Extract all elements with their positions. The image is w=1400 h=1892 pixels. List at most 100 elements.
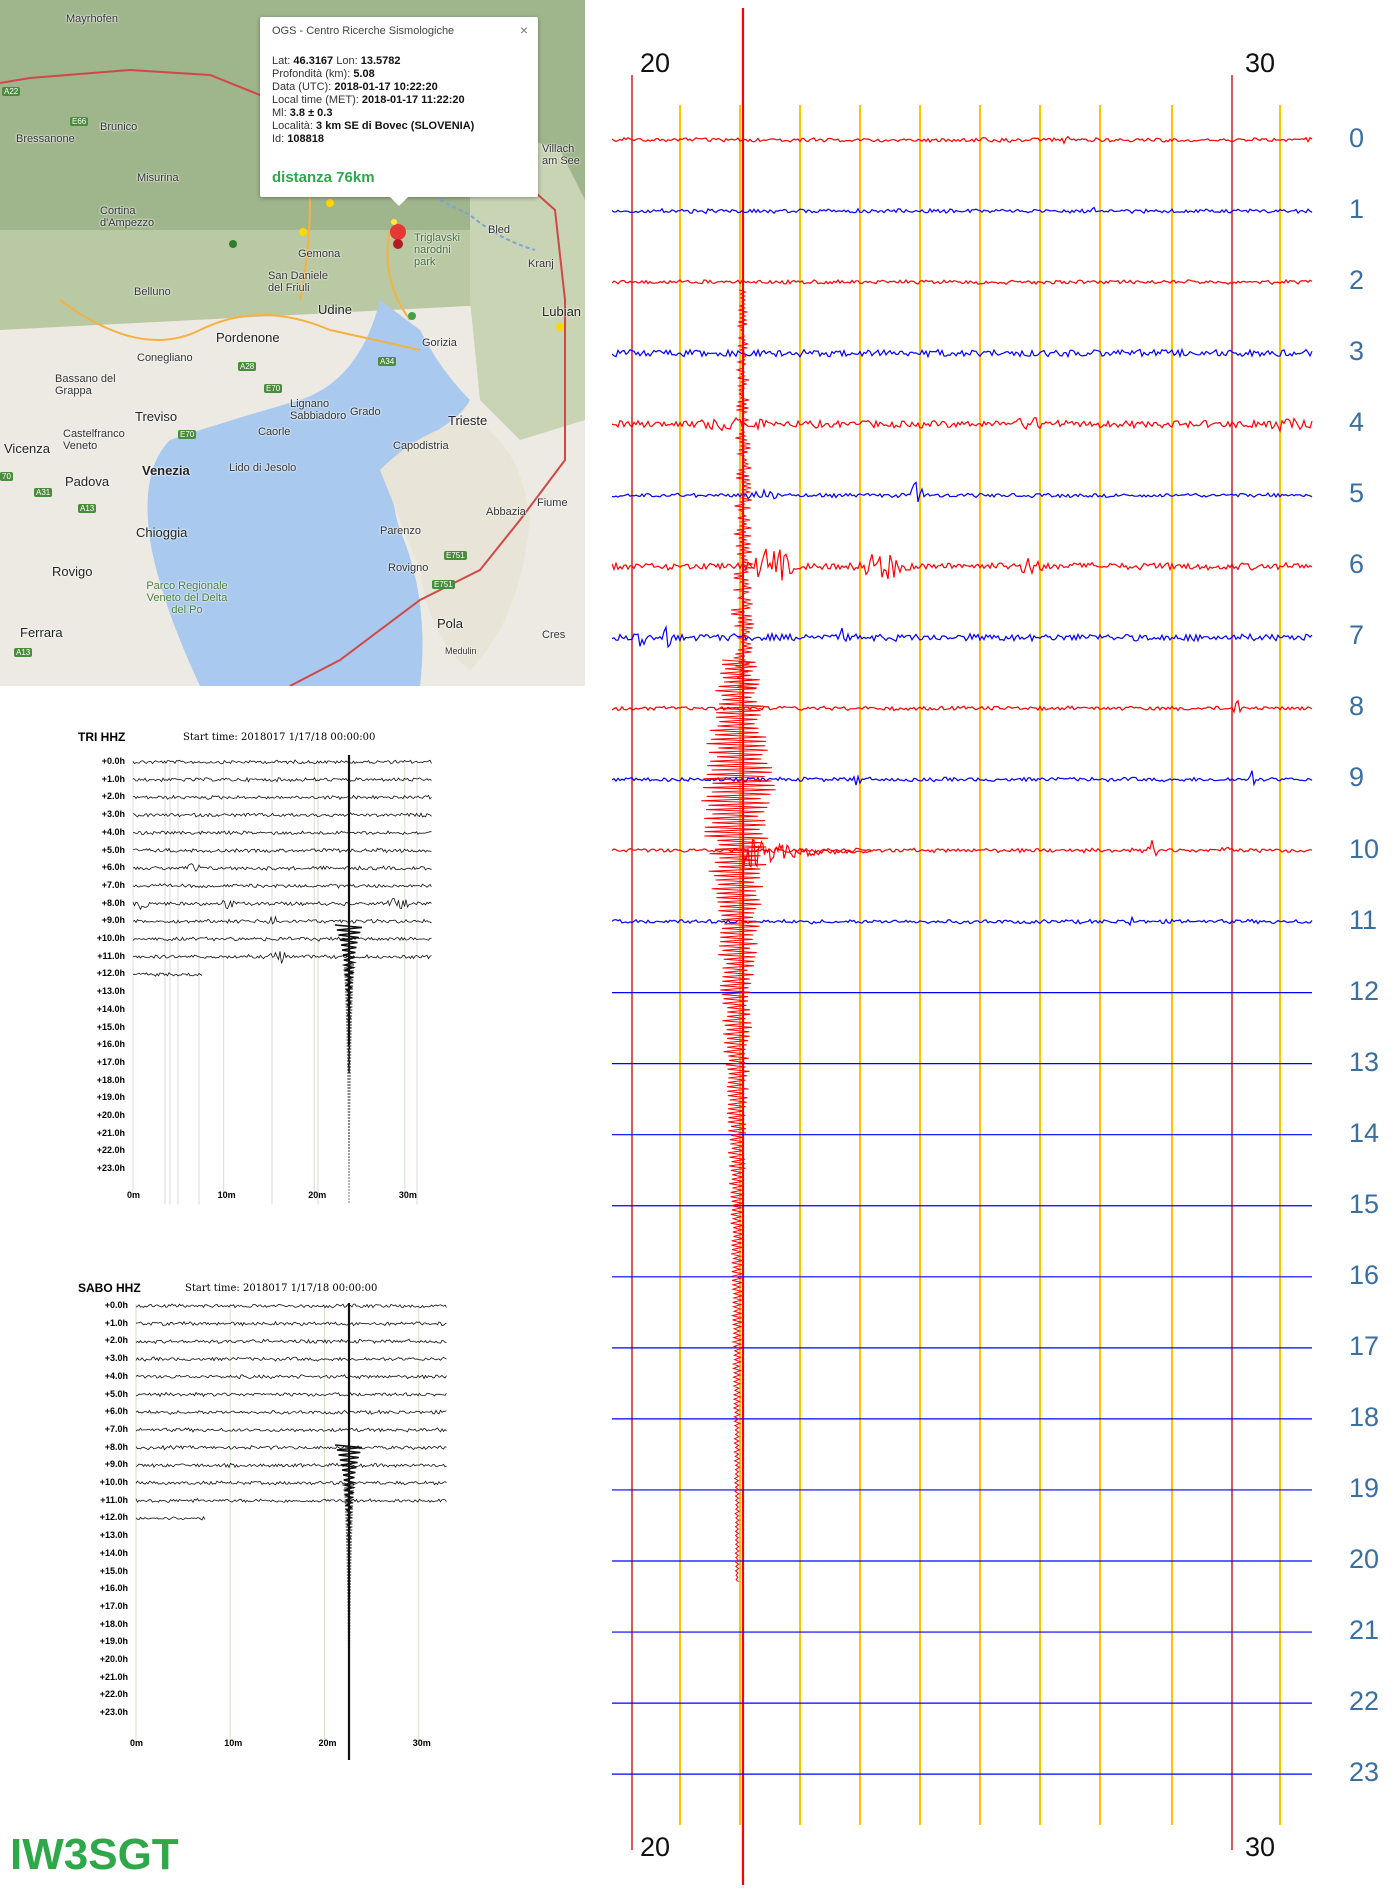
road-label: 70 xyxy=(0,472,13,481)
seismogram-hour-label: 2 xyxy=(1349,265,1365,296)
helicorder-hour-label: +1.0h xyxy=(104,1317,128,1328)
seismogram-event-coda xyxy=(741,838,872,870)
road-label: E751 xyxy=(444,551,467,560)
seismogram-hour-label: 21 xyxy=(1349,1615,1380,1646)
event-info-popup: OGS - Centro Ricerche Sismologiche × Lat… xyxy=(260,17,538,206)
helicorder-trace xyxy=(132,863,432,872)
helicorder-sabo: SABO HHZ Start time: 2018017 1/17/18 00:… xyxy=(0,1270,460,1770)
map-label-parco-delta: Parco Regionale Veneto del Delta del Po xyxy=(146,580,228,616)
helicorder-hour-label: +22.0h xyxy=(99,1689,128,1700)
minute-label-top-20: 20 xyxy=(640,48,671,78)
helicorder-hour-label: +1.0h xyxy=(101,773,125,784)
map-label-parenzo: Parenzo xyxy=(380,525,421,537)
road-label: A22 xyxy=(2,87,21,96)
map-label-fiume: Fiume xyxy=(537,497,568,509)
map-label-mayrhofen: Mayrhofen xyxy=(66,13,118,25)
seismogram-hour-label: 8 xyxy=(1349,691,1365,722)
seismogram-trace xyxy=(612,347,1313,359)
helicorder-hour-label: +16.0h xyxy=(99,1583,128,1594)
map-label-cortina: Cortina d'Ampezzo xyxy=(100,205,155,229)
helicorder-hour-label: +2.0h xyxy=(104,1335,128,1346)
map-panel[interactable]: Mayrhofen Brunico Bressanone Misurina Co… xyxy=(0,0,585,686)
helicorder-trace xyxy=(132,936,432,942)
road-label: E70 xyxy=(264,384,283,393)
map-label-trieste: Trieste xyxy=(448,413,488,428)
helicorder-trace xyxy=(132,951,432,964)
helicorder-trace xyxy=(135,1427,447,1433)
helicorder-hour-label: +5.0h xyxy=(101,844,125,855)
seismogram-trace xyxy=(612,481,1313,503)
close-icon[interactable]: × xyxy=(519,22,528,38)
helicorder-plot xyxy=(135,1303,447,1760)
map-label-bressanone: Bressanone xyxy=(16,133,75,145)
seismogram-hour-label: 18 xyxy=(1349,1401,1380,1432)
helicorder-trace xyxy=(135,1409,447,1415)
map-label-lubian: Lubian xyxy=(542,304,582,319)
helicorder-trace xyxy=(133,830,432,836)
helicorder-trace xyxy=(132,972,203,977)
seismogram-trace xyxy=(612,624,1313,649)
helicorder-minute-label: 10m xyxy=(217,1190,236,1200)
popup-row-local-time: Local time (MET): 2018-01-17 11:22:20 xyxy=(272,94,465,106)
helicorder-hour-label: +21.0h xyxy=(96,1127,125,1138)
road-label: A31 xyxy=(34,488,53,497)
helicorder-hour-label: +3.0h xyxy=(101,809,125,820)
map-label-villach: Villach am See xyxy=(542,143,580,167)
map-label-treviso: Treviso xyxy=(135,409,178,424)
helicorder-hour-label: +3.0h xyxy=(104,1353,128,1364)
helicorder-trace xyxy=(135,1320,447,1327)
seismogram-hour-label: 3 xyxy=(1349,336,1365,367)
helicorder-hour-label: +21.0h xyxy=(99,1671,128,1682)
helicorder-trace xyxy=(135,1515,206,1521)
helicorder-hour-label: +10.0h xyxy=(96,933,125,943)
seismogram-hour-label: 15 xyxy=(1349,1188,1380,1219)
helicorder-hour-label: +19.0h xyxy=(96,1092,125,1103)
seismogram-trace xyxy=(612,417,1313,434)
helicorder-hour-label: +13.0h xyxy=(96,986,125,997)
helicorder-minute-label: 20m xyxy=(308,1190,327,1200)
helicorder-hour-label: +6.0h xyxy=(104,1406,128,1417)
map-label-padova: Padova xyxy=(65,474,110,489)
helicorder-hour-label: +4.0h xyxy=(104,1370,128,1381)
seismogram-hour-label: 5 xyxy=(1349,478,1365,509)
helicorder-hour-label: +11.0h xyxy=(97,950,125,961)
helicorder-trace xyxy=(132,776,432,783)
seismogram-hour-label: 12 xyxy=(1349,975,1380,1006)
helicorder-hour-label: +18.0h xyxy=(99,1618,128,1629)
helicorder-hour-label: +19.0h xyxy=(99,1636,128,1647)
seismogram-hour-label: 16 xyxy=(1349,1259,1380,1290)
map-label-belluno: Belluno xyxy=(134,286,171,298)
helicorder-hour-label: +11.0h xyxy=(100,1494,128,1505)
map-label-rovigno: Rovigno xyxy=(388,562,429,574)
map-label-venezia: Venezia xyxy=(142,463,190,478)
helicorder-hour-label: +14.0h xyxy=(99,1547,128,1558)
helicorder-trace xyxy=(135,1338,447,1345)
helicorder-hour-label: +0.0h xyxy=(104,1300,128,1310)
popup-row-date-utc: Data (UTC): 2018-01-17 10:22:20 xyxy=(272,81,438,93)
helicorder-hour-label: +8.0h xyxy=(101,897,125,908)
helicorder-hour-label: +2.0h xyxy=(101,791,125,802)
road-label: A28 xyxy=(238,362,257,371)
seismogram-hour-label: 23 xyxy=(1349,1757,1380,1788)
seismogram-hour-label: 22 xyxy=(1349,1686,1380,1717)
seismogram-hour-label: 6 xyxy=(1349,549,1365,580)
minute-label-bottom-20: 20 xyxy=(640,1832,671,1862)
helicorder-event-waveform xyxy=(334,1444,363,1593)
helicorder-start-time: Start time: 2018017 1/17/18 00:00:00 xyxy=(183,732,376,743)
seismogram-hour-label: 7 xyxy=(1349,620,1365,651)
helicorder-hour-label: +8.0h xyxy=(104,1441,128,1452)
helicorder-trace xyxy=(135,1480,447,1486)
helicorder-start-time: Start time: 2018017 1/17/18 00:00:00 xyxy=(185,1283,378,1294)
seismogram-hour-label: 11 xyxy=(1349,904,1378,935)
seismogram-trace xyxy=(612,548,1313,581)
helicorder-trace xyxy=(135,1444,447,1451)
popup-row-magnitude: Ml: 3.8 ± 0.3 xyxy=(272,107,333,119)
helicorder-hour-label: +10.0h xyxy=(99,1477,128,1487)
helicorder-minute-label: 20m xyxy=(318,1738,337,1748)
road-label: E751 xyxy=(432,580,455,589)
seismogram-hour-label: 0 xyxy=(1349,123,1365,153)
seismogram-plot xyxy=(612,8,1313,1885)
minute-label-bottom-30: 30 xyxy=(1245,1832,1276,1862)
seismogram-hour-label: 4 xyxy=(1349,407,1365,438)
map-label-san-daniele: San Daniele del Friuli xyxy=(268,270,328,294)
